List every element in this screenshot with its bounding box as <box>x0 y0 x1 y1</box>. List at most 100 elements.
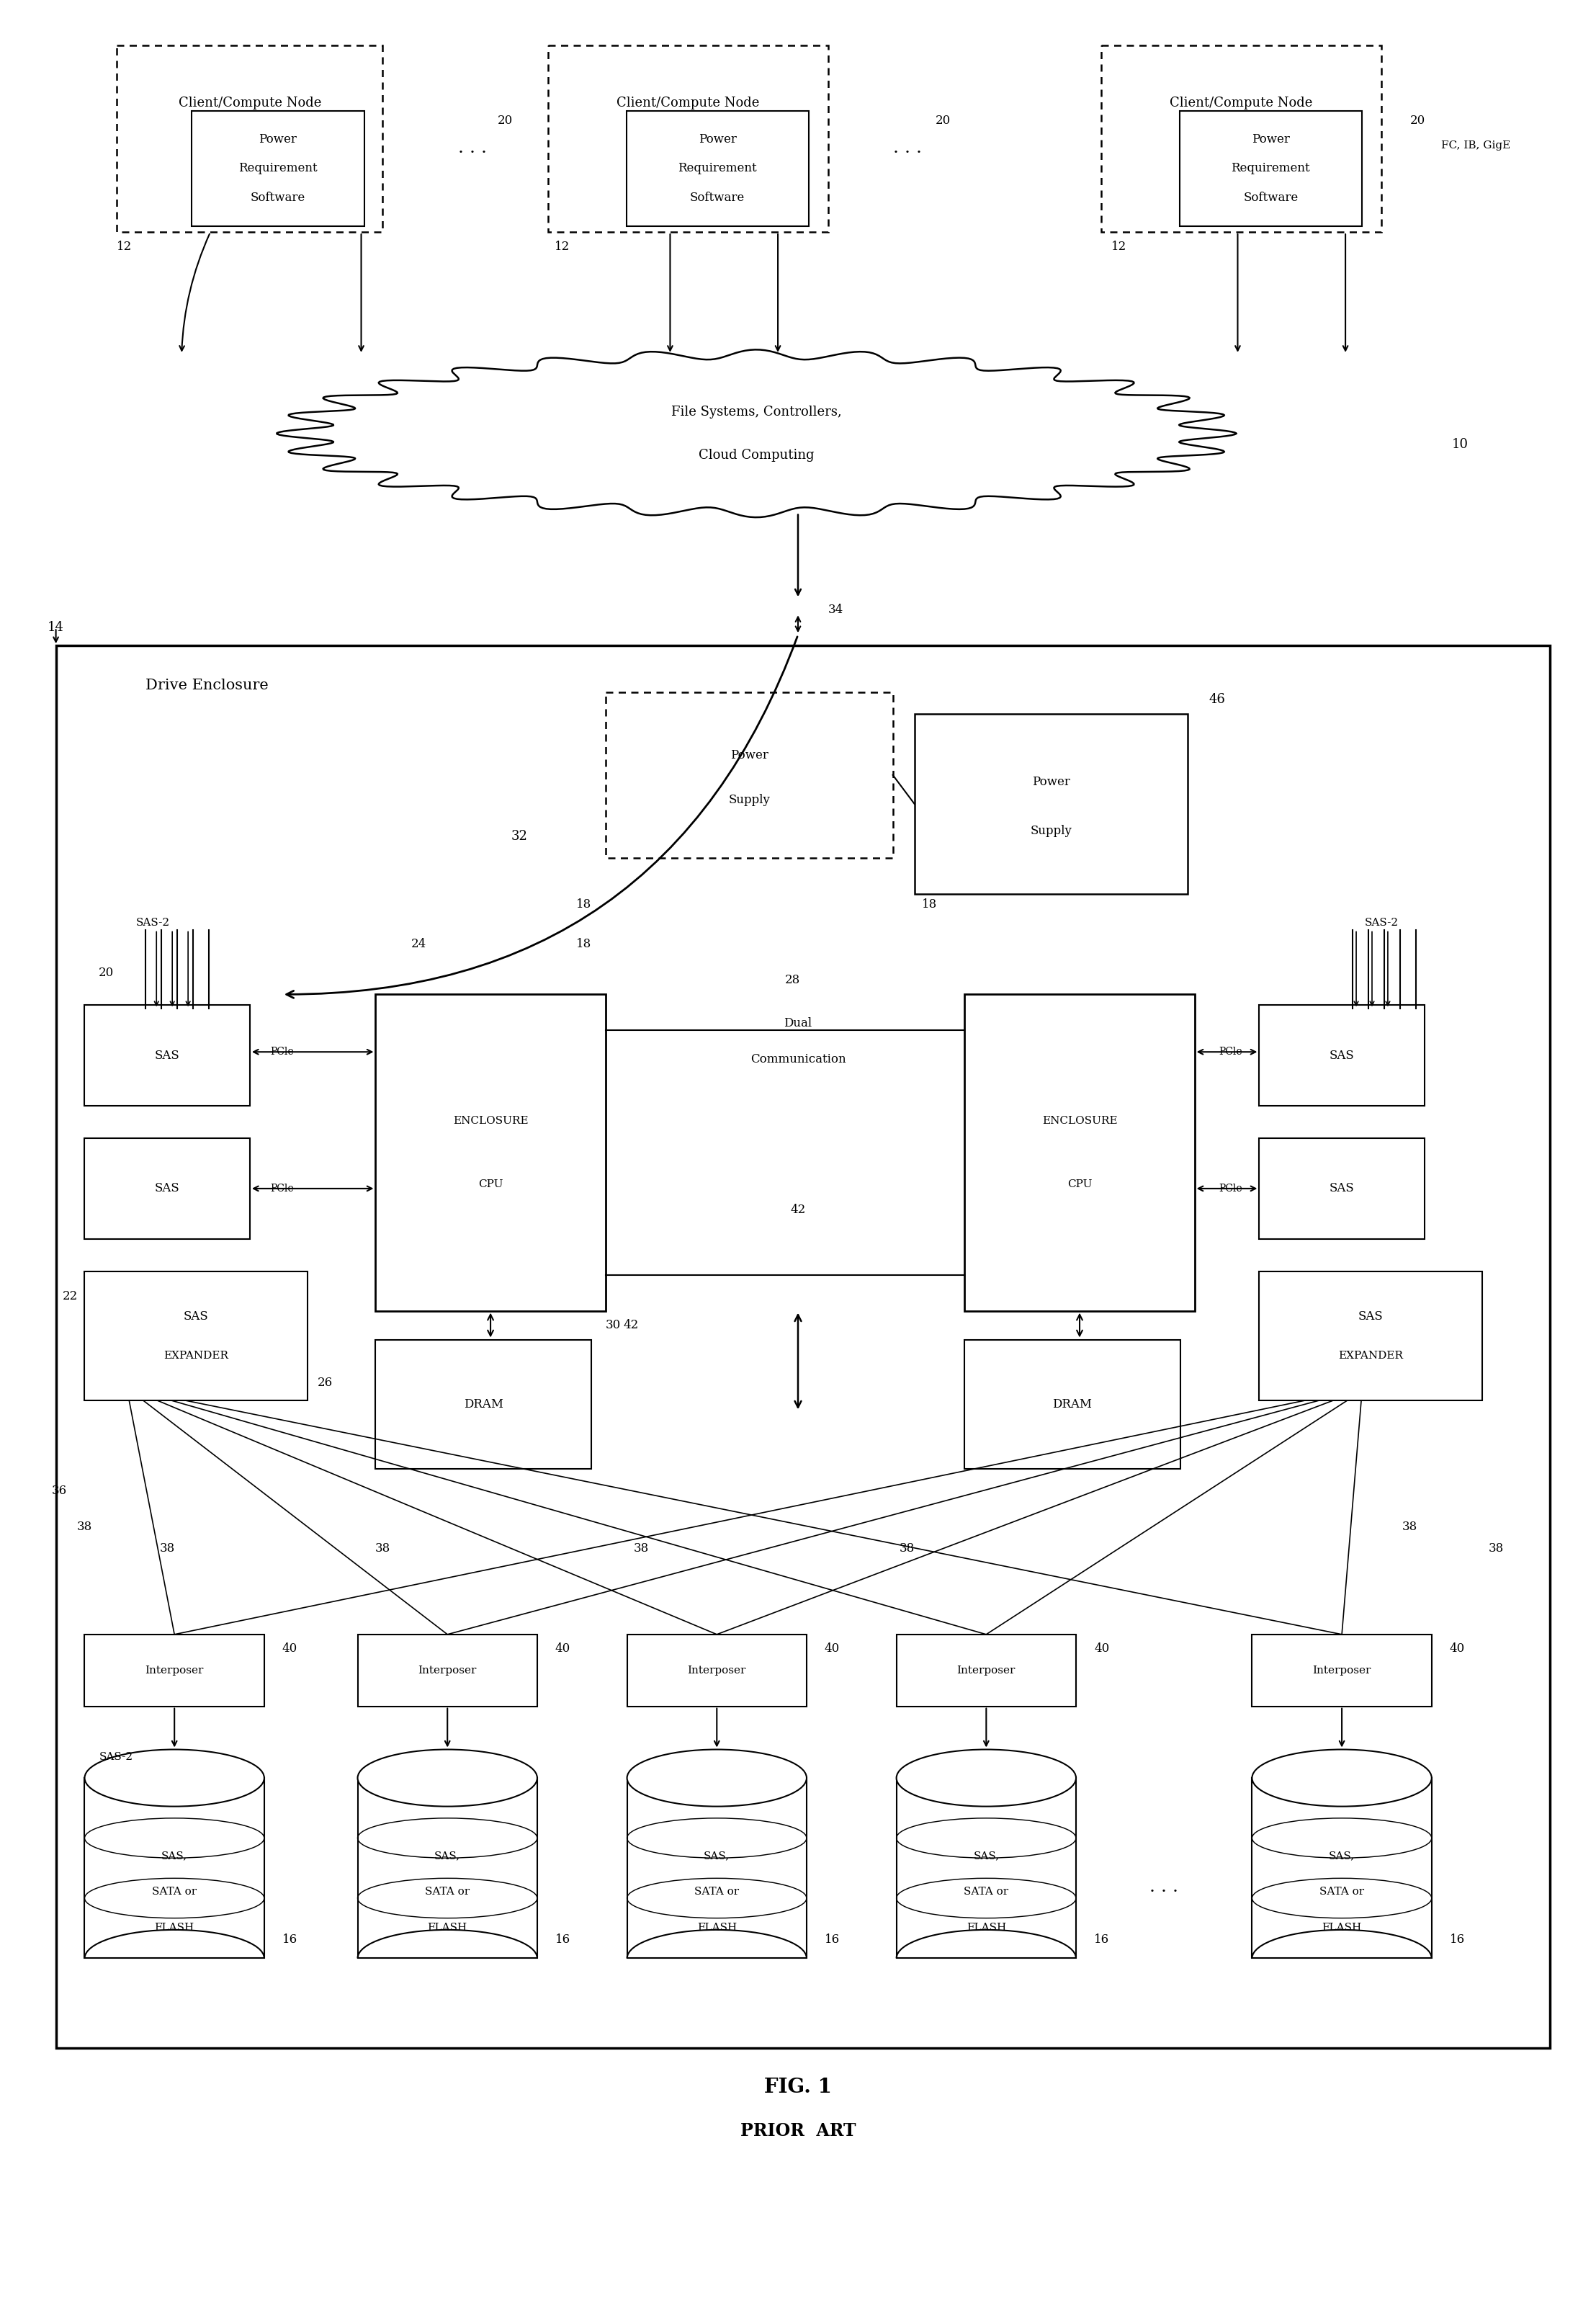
Text: Power: Power <box>1033 777 1069 788</box>
Text: 42: 42 <box>790 1204 806 1216</box>
Text: PCle: PCle <box>270 1048 294 1057</box>
Text: FLASH: FLASH <box>1321 1923 1361 1933</box>
Text: 46: 46 <box>1208 694 1226 705</box>
Text: Dual: Dual <box>784 1018 812 1030</box>
Text: 38: 38 <box>77 1521 93 1533</box>
Bar <box>56 646 1550 2048</box>
Text: · · ·: · · · <box>458 145 487 161</box>
Text: EXPANDER: EXPANDER <box>163 1351 228 1360</box>
Text: 38: 38 <box>1489 1542 1503 1553</box>
Text: SATA or: SATA or <box>152 1887 196 1896</box>
Bar <box>85 1634 265 1707</box>
Text: · · ·: · · · <box>1149 1884 1178 1900</box>
Text: 12: 12 <box>117 241 132 253</box>
Text: 40: 40 <box>282 1643 297 1655</box>
Bar <box>1259 1138 1425 1239</box>
Text: 10: 10 <box>1452 439 1468 450</box>
Text: PCle: PCle <box>270 1183 294 1193</box>
Text: FC, IB, GigE: FC, IB, GigE <box>1441 140 1511 152</box>
Bar <box>375 1340 591 1468</box>
Bar <box>964 995 1194 1310</box>
Text: 40: 40 <box>825 1643 839 1655</box>
Text: 26: 26 <box>318 1377 334 1388</box>
Text: CPU: CPU <box>479 1179 503 1190</box>
Text: 38: 38 <box>1403 1521 1417 1533</box>
Text: 20: 20 <box>935 115 951 126</box>
Text: 14: 14 <box>48 620 64 634</box>
Text: 20: 20 <box>1411 115 1425 126</box>
Bar <box>85 1271 308 1402</box>
Text: · · ·: · · · <box>892 145 921 161</box>
Ellipse shape <box>1251 1749 1432 1806</box>
Text: SAS,: SAS, <box>434 1852 460 1861</box>
Text: SAS,: SAS, <box>1329 1852 1355 1861</box>
Text: Client/Compute Node: Client/Compute Node <box>1170 97 1312 110</box>
Text: Software: Software <box>1243 191 1298 205</box>
Ellipse shape <box>897 1749 1076 1806</box>
Ellipse shape <box>627 1749 806 1806</box>
Text: File Systems, Controllers,: File Systems, Controllers, <box>672 404 841 418</box>
Text: Client/Compute Node: Client/Compute Node <box>616 97 760 110</box>
Text: 30: 30 <box>605 1319 621 1331</box>
Text: Supply: Supply <box>1029 825 1073 836</box>
Text: SAS,: SAS, <box>704 1852 729 1861</box>
Ellipse shape <box>85 1749 265 1806</box>
Text: FLASH: FLASH <box>966 1923 1005 1933</box>
Text: Requirement: Requirement <box>1231 163 1310 175</box>
Bar <box>627 1779 806 1958</box>
Text: FLASH: FLASH <box>428 1923 468 1933</box>
Text: SAS: SAS <box>1358 1310 1384 1324</box>
Text: 20: 20 <box>99 967 113 979</box>
Text: Power: Power <box>699 133 736 145</box>
Text: Power: Power <box>259 133 297 145</box>
Text: FIG. 1: FIG. 1 <box>764 2077 832 2098</box>
Text: CPU: CPU <box>1068 1179 1092 1190</box>
Text: 16: 16 <box>555 1933 570 1946</box>
Text: 18: 18 <box>576 899 591 910</box>
Text: 40: 40 <box>1449 1643 1465 1655</box>
Text: 20: 20 <box>498 115 512 126</box>
Text: Communication: Communication <box>750 1052 846 1066</box>
Bar <box>1179 110 1361 228</box>
Text: 12: 12 <box>1111 241 1127 253</box>
Text: Power: Power <box>1251 133 1290 145</box>
Text: 32: 32 <box>511 830 528 843</box>
Bar <box>897 1779 1076 1958</box>
Text: EXPANDER: EXPANDER <box>1337 1351 1403 1360</box>
Text: 40: 40 <box>555 1643 570 1655</box>
Text: Software: Software <box>689 191 745 205</box>
Text: SAS: SAS <box>1329 1183 1355 1195</box>
Text: SAS: SAS <box>155 1183 180 1195</box>
Text: 38: 38 <box>160 1542 176 1553</box>
Text: Interposer: Interposer <box>688 1666 745 1675</box>
Text: Interposer: Interposer <box>958 1666 1015 1675</box>
Bar <box>375 995 605 1310</box>
Ellipse shape <box>358 1749 538 1806</box>
Text: SAS-2: SAS-2 <box>99 1751 132 1763</box>
Text: 38: 38 <box>634 1542 650 1553</box>
Text: 18: 18 <box>921 899 937 910</box>
Bar <box>547 46 828 232</box>
Text: SAS,: SAS, <box>161 1852 187 1861</box>
Text: FLASH: FLASH <box>697 1923 737 1933</box>
Text: DRAM: DRAM <box>463 1397 503 1411</box>
Text: Interposer: Interposer <box>1312 1666 1371 1675</box>
Text: DRAM: DRAM <box>1053 1397 1092 1411</box>
Text: 16: 16 <box>1093 1933 1109 1946</box>
Bar <box>358 1634 538 1707</box>
Bar <box>1259 1004 1425 1105</box>
Text: Supply: Supply <box>728 793 769 807</box>
Text: PCle: PCle <box>1219 1183 1242 1193</box>
Bar <box>192 110 364 228</box>
Bar <box>605 692 892 857</box>
Bar <box>964 1340 1179 1468</box>
Text: 38: 38 <box>375 1542 391 1553</box>
Text: 28: 28 <box>785 974 800 986</box>
Text: 40: 40 <box>1093 1643 1109 1655</box>
Text: 16: 16 <box>282 1933 297 1946</box>
Text: Interposer: Interposer <box>418 1666 477 1675</box>
Text: Drive Enclosure: Drive Enclosure <box>145 678 268 692</box>
Text: PCle: PCle <box>1219 1048 1242 1057</box>
Text: Cloud Computing: Cloud Computing <box>699 448 814 462</box>
Bar <box>358 1779 538 1958</box>
